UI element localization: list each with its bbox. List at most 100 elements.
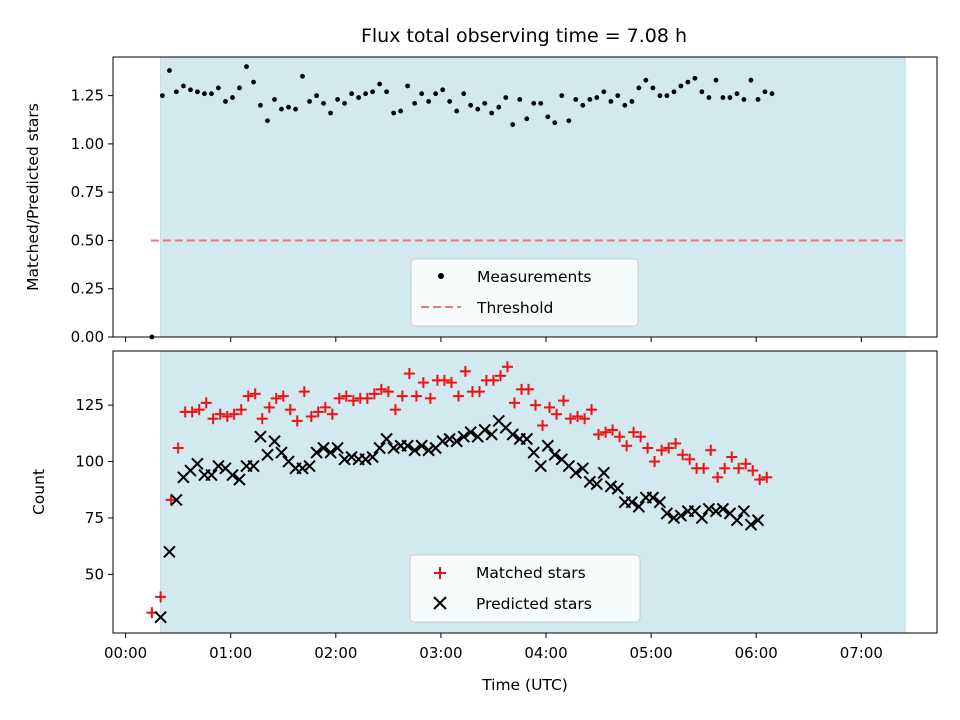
predicted-star-point [478, 423, 491, 437]
matched-star-point [522, 383, 534, 395]
x-tick-label: 00:00 [104, 644, 147, 662]
predicted-star-point [310, 446, 323, 459]
predicted-star-point [254, 430, 267, 443]
matched-star-point [277, 390, 289, 402]
top-y-tick-label: 0.00 [71, 328, 104, 346]
matched-star-point [537, 419, 549, 431]
predicted-star-point [373, 441, 386, 455]
matched-star-point [459, 365, 471, 377]
predicted-star-point [695, 511, 709, 525]
measurement-point [384, 89, 389, 95]
measurement-point [748, 77, 754, 83]
predicted-star-point [212, 459, 225, 473]
measurement-point [524, 116, 530, 122]
predicted-star-point [527, 446, 540, 459]
predicted-star-point [541, 439, 555, 452]
measurement-point [173, 89, 179, 95]
top-panel: 0.00 0.25 0.50 0.75 1.00 1.25 Matched/Predict… [24, 56, 938, 346]
measurement-point [440, 87, 446, 93]
matched-star-point [361, 392, 373, 404]
matched-star-point [340, 390, 352, 402]
matched-star-point [754, 474, 766, 486]
matched-star-point [543, 401, 555, 413]
predicted-star-point [366, 450, 379, 464]
predicted-star-point [247, 459, 260, 473]
matched-star-point [733, 462, 745, 474]
predicted-star-point [226, 468, 239, 482]
predicted-star-point [296, 462, 309, 475]
top-y-tick-label: 0.75 [71, 183, 104, 201]
matched-star-point [635, 431, 647, 443]
x-tick-label: 01:00 [209, 644, 252, 662]
measurement-point [685, 79, 691, 85]
matched-star-point [333, 392, 345, 404]
bottom-y-tick-label: 100 [75, 453, 104, 471]
matched-star-point [628, 426, 640, 438]
measurement-point [286, 104, 291, 110]
measurement-point [664, 93, 670, 99]
matched-star-point [501, 361, 513, 373]
matched-star-point [473, 386, 485, 398]
measurement-point [209, 91, 214, 97]
matched-star-point [642, 442, 654, 454]
predicted-star-point [163, 545, 176, 558]
measurement-point [398, 108, 404, 114]
predicted-star-point [303, 459, 316, 473]
measurement-point [671, 89, 677, 95]
bottom-y-ticks: 50 75 100 125 [75, 396, 113, 583]
predicted-star-point [569, 466, 582, 480]
x-tick-label: 03:00 [419, 644, 462, 662]
measurement-point [650, 85, 656, 91]
predicted-star-point [611, 482, 625, 495]
measurement-point [657, 93, 663, 99]
measurement-point [741, 97, 747, 102]
predicted-star-point [716, 502, 730, 516]
measurement-point [699, 89, 705, 95]
measurement-point [559, 93, 565, 99]
measurement-point [412, 100, 418, 106]
measurement-point [538, 100, 544, 106]
measurement-point [545, 114, 551, 120]
matched-star-point [228, 408, 240, 420]
measurement-point [692, 75, 698, 81]
bottom-y-axis-label: Count [30, 469, 48, 515]
predicted-star-point [268, 435, 281, 448]
measurement-point [706, 95, 712, 100]
matched-star-point [424, 392, 436, 404]
measurement-point [251, 79, 256, 85]
measurement-point [188, 87, 193, 93]
predicted-star-point [709, 504, 723, 518]
measurement-point [272, 97, 277, 102]
measurement-point [489, 110, 495, 116]
matched-star-point [375, 383, 387, 395]
matched-star-point [579, 413, 591, 425]
measurement-point [335, 97, 341, 102]
predicted-star-point [632, 500, 646, 513]
measurement-point [377, 81, 383, 87]
predicted-star-point [646, 491, 660, 504]
top-x-ticks [125, 337, 862, 342]
predicted-star-point [233, 473, 246, 486]
measurement-point [265, 118, 270, 124]
predicted-star-point [275, 446, 288, 459]
matched-star-point [670, 437, 682, 449]
measurement-point [615, 93, 621, 99]
x-tick-label: 06:00 [735, 644, 778, 662]
measurement-point [573, 97, 579, 102]
matched-star-point [558, 395, 570, 407]
matched-star-point [207, 413, 219, 425]
measurement-point [552, 120, 558, 126]
measurement-point [727, 95, 733, 100]
matched-star-point [649, 456, 661, 468]
measurement-point [194, 89, 200, 95]
predicted-star-point [660, 507, 674, 520]
predicted-star-point [485, 428, 498, 441]
predicted-star-point [317, 441, 330, 455]
chart-title: Flux total observing time = 7.08 h [361, 25, 687, 47]
predicted-star-point [380, 432, 393, 446]
predicted-star-point [597, 466, 611, 480]
predicted-star-point [590, 477, 603, 491]
matched-star-point [698, 462, 710, 474]
measurement-point [356, 95, 362, 100]
